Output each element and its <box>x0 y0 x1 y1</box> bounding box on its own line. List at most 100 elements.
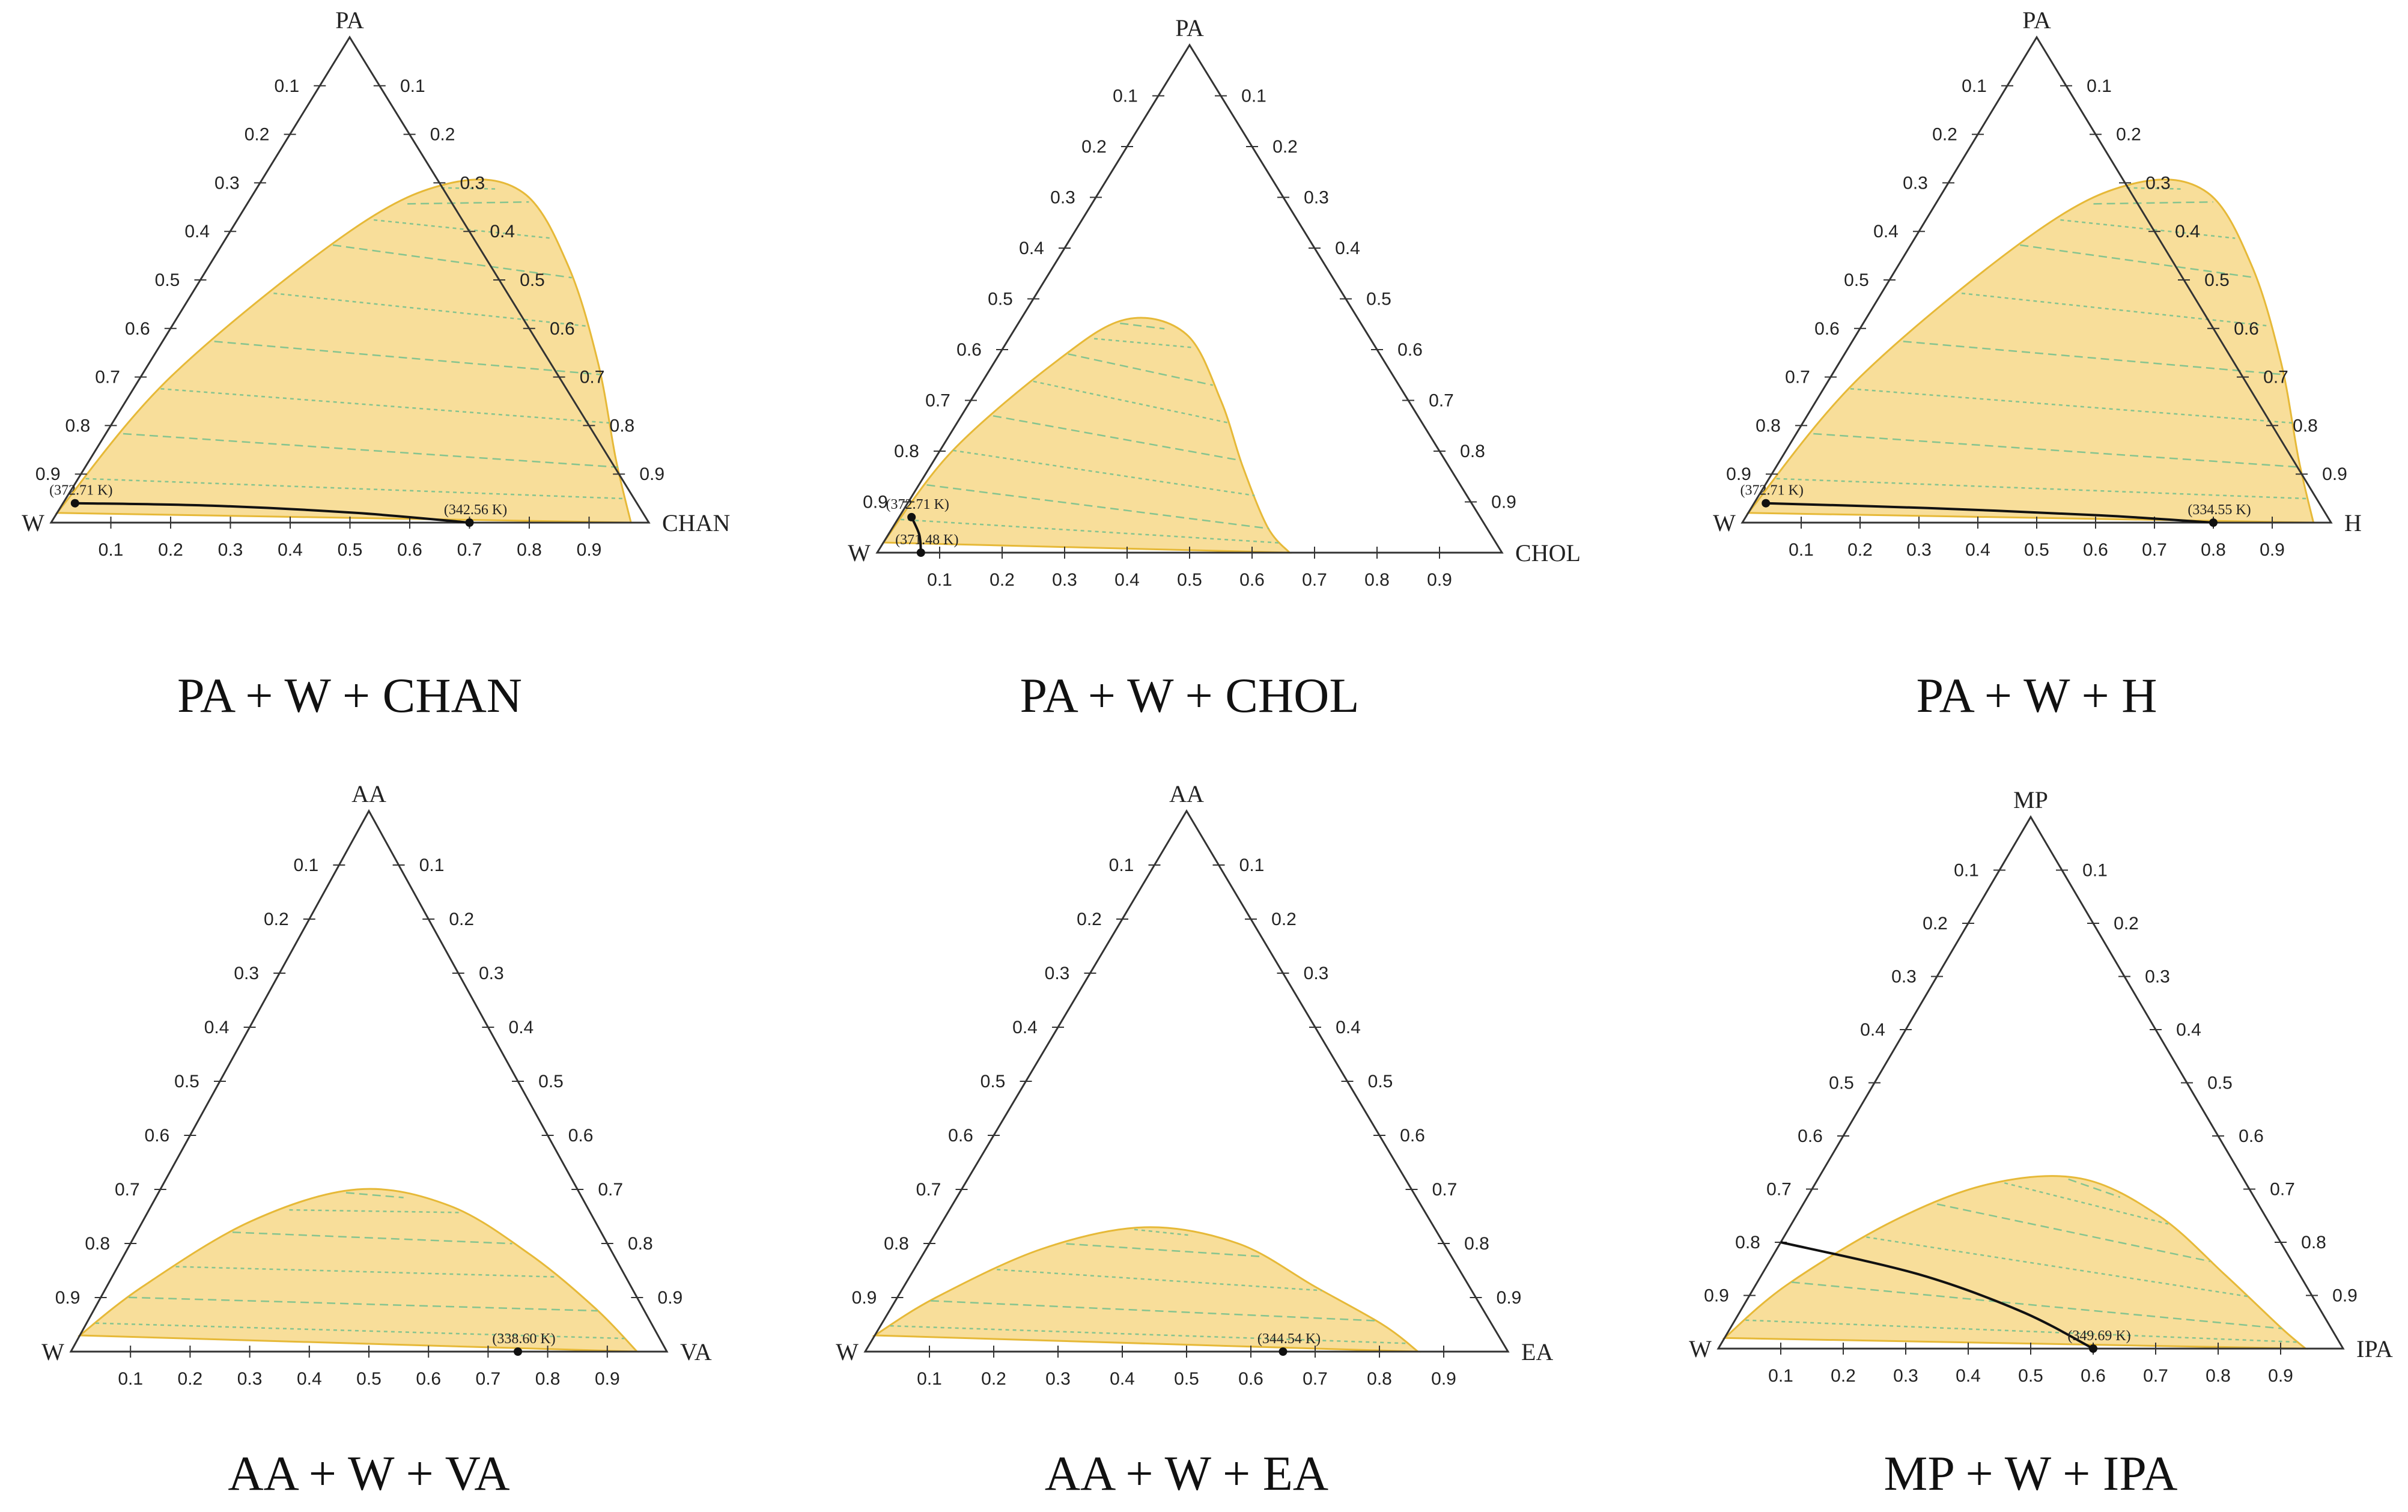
bottom-axis-tick: 0.3 <box>237 1369 263 1389</box>
tie-line <box>1961 292 2270 327</box>
ternary-panel: 0.1 0.2 0.3 0.4 0.5 0.6 0.7 0.8 0.9 0.1 0.2 0.3 0.4 0… <box>22 7 730 723</box>
right-axis-tick: 0.5 <box>1368 1072 1393 1091</box>
left-axis-tick: 0.5 <box>1829 1073 1854 1093</box>
tie-line <box>332 244 572 279</box>
left-axis-tick: 0.4 <box>184 222 210 241</box>
left-axis-tick: 0.3 <box>1891 967 1917 987</box>
bottom-axis-tick: 0.2 <box>158 540 183 560</box>
left-axis-tick: 0.2 <box>1077 909 1102 929</box>
bottom-axis-tick: 0.9 <box>577 540 602 560</box>
left-axis-tick: 0.8 <box>1756 416 1781 436</box>
right-axis-tick: 0.1 <box>2087 76 2112 96</box>
tie-line <box>1033 380 1229 424</box>
left-axis-tick: 0.7 <box>916 1180 941 1200</box>
right-axis-tick: 0.4 <box>509 1018 534 1037</box>
vertex-left-label: W <box>41 1338 64 1365</box>
right-axis-tick: 0.4 <box>2176 1020 2201 1040</box>
right-axis-tick: 0.7 <box>2270 1180 2295 1200</box>
right-axis-tick: 0.2 <box>1272 137 1298 157</box>
vertex-right-label: CHAN <box>662 509 730 536</box>
azeotrope-temperature-label: (342.56 K) <box>444 502 507 518</box>
right-axis-tick: 0.6 <box>568 1126 594 1146</box>
bottom-axis-tick: 0.7 <box>476 1369 501 1389</box>
tie-line <box>85 478 625 500</box>
right-axis-tick: 0.9 <box>2332 1286 2358 1306</box>
tie-line <box>1776 478 2308 500</box>
right-axis-tick: 0.7 <box>2263 368 2288 387</box>
left-axis-tick: 0.4 <box>1019 238 1044 258</box>
vertex-top-label: PA <box>1175 14 1204 41</box>
right-axis-tick: 0.3 <box>2145 173 2171 193</box>
vertex-top-label: PA <box>335 7 364 34</box>
left-axis-tick: 0.2 <box>264 909 289 929</box>
bottom-axis-tick: 0.3 <box>218 540 243 560</box>
tie-line <box>407 201 529 205</box>
left-axis-tick: 0.4 <box>1012 1018 1038 1037</box>
right-axis-tick: 0.6 <box>1400 1126 1425 1146</box>
right-axis-tick: 0.9 <box>658 1288 683 1308</box>
right-axis-tick: 0.3 <box>460 173 485 193</box>
two-phase-region <box>77 1188 640 1353</box>
tie-line <box>2060 219 2236 239</box>
vertex-left-label: W <box>22 509 44 536</box>
left-axis-tick: 0.3 <box>1045 964 1070 983</box>
right-axis-tick: 0.5 <box>1366 290 1391 309</box>
distillation-line <box>1780 1241 2094 1350</box>
azeotrope-temperature-label: (371.48 K) <box>895 532 958 548</box>
right-axis-tick: 0.8 <box>1460 442 1485 461</box>
tie-line <box>1936 1203 2210 1263</box>
right-axis-tick: 0.8 <box>628 1234 653 1254</box>
bottom-axis-tick: 0.5 <box>2024 540 2049 560</box>
left-axis-tick: 0.4 <box>1860 1020 1885 1040</box>
left-axis-tick: 0.7 <box>925 391 950 411</box>
tie-line <box>273 292 587 327</box>
tie-line <box>901 518 1282 544</box>
tie-line <box>1120 322 1165 330</box>
right-axis-tick: 0.5 <box>538 1072 564 1091</box>
azeotrope-point <box>916 548 925 557</box>
right-axis-tick: 0.6 <box>1397 340 1423 360</box>
tie-line <box>1903 341 2284 375</box>
azeotrope-point <box>465 518 474 527</box>
bottom-axis-tick: 0.8 <box>535 1369 561 1389</box>
right-axis-tick: 0.1 <box>1239 855 1265 875</box>
left-axis-tick: 0.5 <box>988 290 1013 309</box>
vertex-left-label: W <box>1713 509 1736 536</box>
right-axis-tick: 0.1 <box>2082 861 2108 881</box>
right-axis-tick: 0.3 <box>2145 967 2170 987</box>
azeotrope-temperature-label: (372.71 K) <box>886 497 949 512</box>
tie-line <box>1093 338 1194 348</box>
two-phase-region <box>1746 178 2315 524</box>
bottom-axis-tick: 0.7 <box>2142 540 2167 560</box>
left-axis-tick: 0.8 <box>894 442 919 461</box>
left-axis-tick: 0.8 <box>85 1234 110 1254</box>
right-axis-tick: 0.4 <box>490 222 515 241</box>
left-axis-tick: 0.5 <box>1844 270 1869 290</box>
right-axis-tick: 0.9 <box>1497 1288 1522 1308</box>
left-axis-tick: 0.8 <box>65 416 91 436</box>
bottom-axis-tick: 0.1 <box>118 1369 143 1389</box>
vertex-left-label: W <box>836 1338 859 1365</box>
bottom-axis-tick: 0.3 <box>1052 570 1077 590</box>
right-axis-tick: 0.8 <box>610 416 635 436</box>
vertex-top-label: MP <box>2013 786 2048 813</box>
tie-line <box>232 1231 512 1245</box>
right-axis-tick: 0.7 <box>1429 391 1454 411</box>
left-axis-tick: 0.6 <box>1814 319 1840 339</box>
vertex-top-label: AA <box>351 780 386 807</box>
bottom-axis-tick: 0.3 <box>1906 540 1932 560</box>
vertex-right-label: IPA <box>2356 1335 2393 1362</box>
azeotrope-temperature-label: (349.69 K) <box>2067 1328 2130 1344</box>
ternary-panel: 0.1 0.2 0.3 0.4 0.5 0.6 0.7 0.8 0.9 0.1 0.2 0.3 0.4 0… <box>836 780 1553 1501</box>
tie-line <box>345 1192 404 1198</box>
right-axis-tick: 0.9 <box>1491 493 1516 512</box>
tie-line <box>441 187 497 190</box>
bottom-axis-tick: 0.1 <box>1789 540 1814 560</box>
bottom-axis-tick: 0.1 <box>917 1369 942 1389</box>
right-axis-tick: 0.8 <box>2293 416 2318 436</box>
left-axis-tick: 0.1 <box>1109 855 1134 875</box>
left-axis-tick: 0.3 <box>1903 173 1928 193</box>
bottom-axis-tick: 0.1 <box>1768 1366 1793 1386</box>
tie-line <box>993 415 1241 461</box>
right-axis-tick: 0.9 <box>2322 464 2347 484</box>
